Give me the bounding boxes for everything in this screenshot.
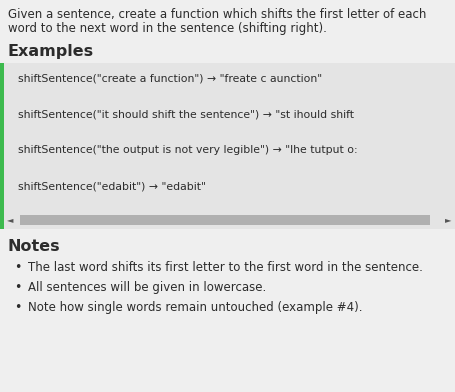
Text: •: • — [14, 281, 22, 294]
Bar — [0, 63, 4, 211]
Bar — [0, 63, 455, 211]
Text: ◄: ◄ — [7, 216, 13, 225]
Text: •: • — [14, 301, 22, 314]
Text: Examples: Examples — [8, 44, 94, 59]
Text: The last word shifts its first letter to the first word in the sentence.: The last word shifts its first letter to… — [28, 261, 422, 274]
Text: shiftSentence("the output is not very legible") → "lhe tutput o:: shiftSentence("the output is not very le… — [18, 145, 357, 155]
Text: word to the next word in the sentence (shifting right).: word to the next word in the sentence (s… — [8, 22, 326, 35]
Bar — [0, 211, 4, 229]
Text: Notes: Notes — [8, 239, 61, 254]
Text: Given a sentence, create a function which shifts the first letter of each: Given a sentence, create a function whic… — [8, 8, 425, 21]
Text: •: • — [14, 261, 22, 274]
Text: shiftSentence("create a function") → "freate c aunction": shiftSentence("create a function") → "fr… — [18, 73, 321, 83]
Text: Note how single words remain untouched (example #4).: Note how single words remain untouched (… — [28, 301, 362, 314]
Text: ►: ► — [444, 216, 450, 225]
Text: All sentences will be given in lowercase.: All sentences will be given in lowercase… — [28, 281, 266, 294]
Text: shiftSentence("it should shift the sentence") → "st ihould shift: shiftSentence("it should shift the sente… — [18, 109, 353, 119]
Bar — [20, 215, 429, 225]
Text: shiftSentence("edabit") → "edabit": shiftSentence("edabit") → "edabit" — [18, 181, 205, 191]
Bar — [0, 211, 455, 229]
